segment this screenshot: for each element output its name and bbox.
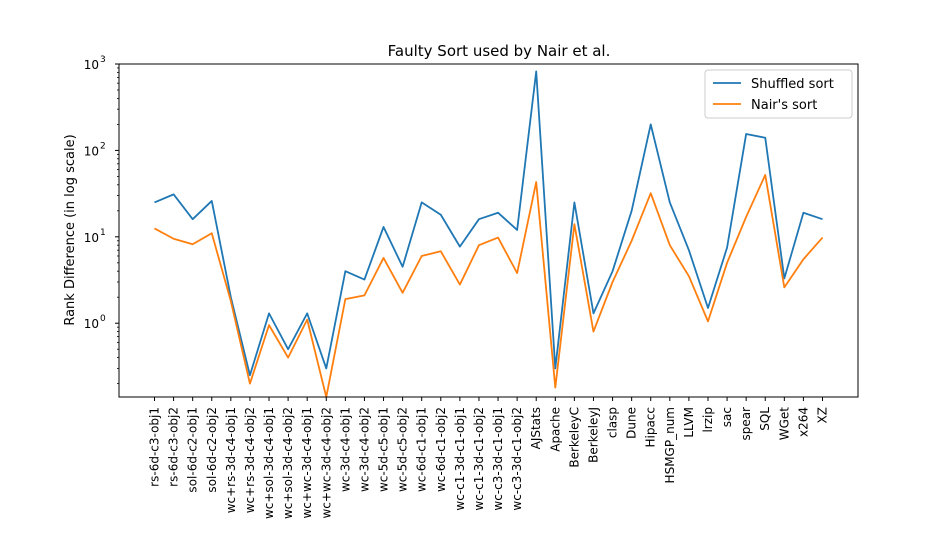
- x-tick-label: wc-6d-c1-obj1: [415, 407, 429, 492]
- x-tick-label: wc-c1-3d-c1-obj1: [453, 407, 467, 511]
- x-tick-label: wc+sol-3d-c4-obj1: [262, 407, 276, 519]
- x-tick-label: wc-c1-3d-c1-obj2: [472, 407, 486, 511]
- y-tick-label: 10: [84, 144, 99, 158]
- y-tick-label-exponent: 1: [100, 228, 106, 238]
- x-tick-label: BerkeleyJ: [586, 407, 600, 463]
- x-tick-label: HSMGP_num: [663, 407, 677, 483]
- x-tick-label: clasp: [606, 407, 620, 438]
- x-tick-label: wc+rs-3d-c4-obj2: [243, 407, 257, 513]
- legend-label-0: Shuffled sort: [751, 77, 834, 92]
- x-tick-label: wc+wc-3d-c4-obj2: [319, 407, 333, 519]
- x-tick-label: Apache: [548, 407, 562, 452]
- x-tick-label: sol-6d-c2-obj1: [186, 407, 200, 493]
- x-tick-label: lrzip: [701, 407, 715, 433]
- series-line-1: [154, 174, 824, 398]
- y-tick-label-exponent: 3: [100, 55, 106, 65]
- x-tick-label: AJStats: [529, 407, 543, 449]
- plot-frame: [118, 63, 859, 398]
- x-tick-label: sac: [720, 407, 734, 427]
- x-tick-label: sol-6d-c2-obj2: [205, 407, 219, 493]
- x-tick-label: WGet: [777, 407, 791, 441]
- series-line-0: [154, 70, 823, 377]
- x-tick-label: Dune: [625, 407, 639, 439]
- chart-title: Faulty Sort used by Nair et al.: [388, 42, 611, 60]
- y-tick-label: 10: [84, 231, 99, 245]
- legend: Shuffled sort Nair's sort: [704, 69, 853, 119]
- x-tick-label: wc-c3-3d-c1-obj2: [510, 407, 524, 511]
- x-tick-label: wc-5d-c5-obj2: [396, 407, 410, 492]
- x-tick-label: wc+wc-3d-c4-obj1: [300, 407, 314, 519]
- y-tick-label-exponent: 0: [100, 314, 106, 324]
- x-tick-label: wc-3d-c4-obj2: [357, 407, 371, 492]
- x-tick-label: rs-6d-c3-obj2: [167, 407, 181, 487]
- x-tick-label: wc-c3-3d-c1-obj1: [491, 407, 505, 511]
- x-tick-label: wc-5d-c5-obj1: [377, 407, 391, 492]
- y-tick-label-exponent: 2: [100, 141, 106, 151]
- x-tick-label: BerkeleyC: [567, 407, 581, 468]
- x-tick-label: x264: [796, 407, 810, 437]
- x-tick-label: XZ: [816, 407, 830, 423]
- x-tick-label: LLVM: [682, 407, 696, 438]
- y-axis-label: Rank Difference (in log scale): [63, 134, 78, 325]
- y-tick-label: 10: [84, 58, 99, 72]
- legend-label-1: Nair's sort: [751, 98, 817, 113]
- x-tick-label: wc+sol-3d-c4-obj2: [281, 407, 295, 519]
- x-tick-label: wc-6d-c1-obj2: [434, 407, 448, 492]
- x-tick-label: rs-6d-c3-obj1: [148, 407, 162, 487]
- y-tick-label: 10: [84, 317, 99, 331]
- x-tick-label: wc+rs-3d-c4-obj1: [224, 407, 238, 513]
- x-tick-label: Hipacc: [644, 407, 658, 448]
- x-tick-label: wc-3d-c4-obj1: [338, 407, 352, 492]
- x-tick-label: SQL: [758, 407, 772, 431]
- legend-box: [704, 69, 853, 119]
- x-tick-label: spear: [739, 407, 753, 441]
